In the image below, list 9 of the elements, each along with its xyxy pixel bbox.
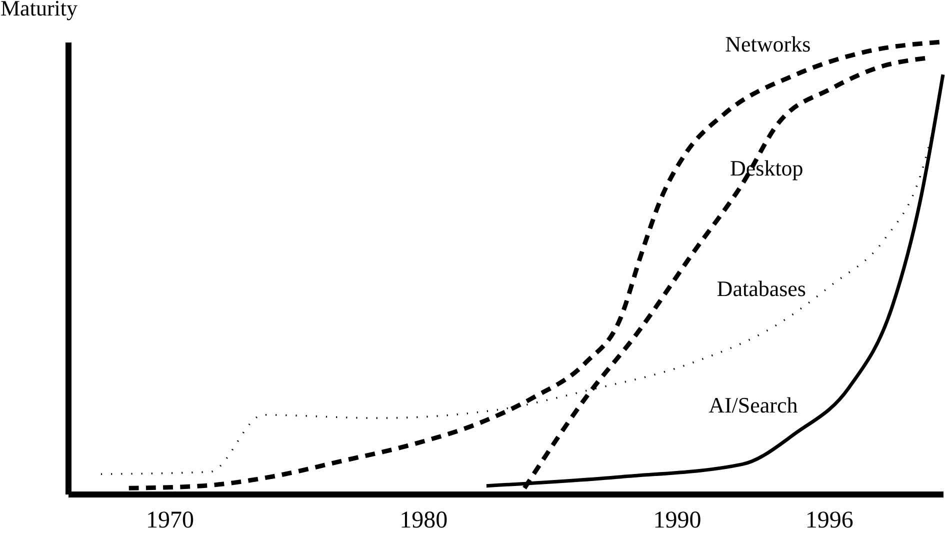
x-tick-label: 1970 [146, 508, 194, 534]
y-axis-title: Maturity [0, 0, 78, 20]
series-label: AI/Search [708, 392, 798, 418]
series-label: Databases [716, 276, 806, 302]
x-tick-label: 1996 [805, 508, 854, 534]
x-tick-label: 1980 [400, 508, 448, 534]
x-tick-label: 1990 [653, 508, 702, 534]
series-label: Networks [725, 32, 811, 57]
series-label: Desktop [730, 155, 804, 180]
